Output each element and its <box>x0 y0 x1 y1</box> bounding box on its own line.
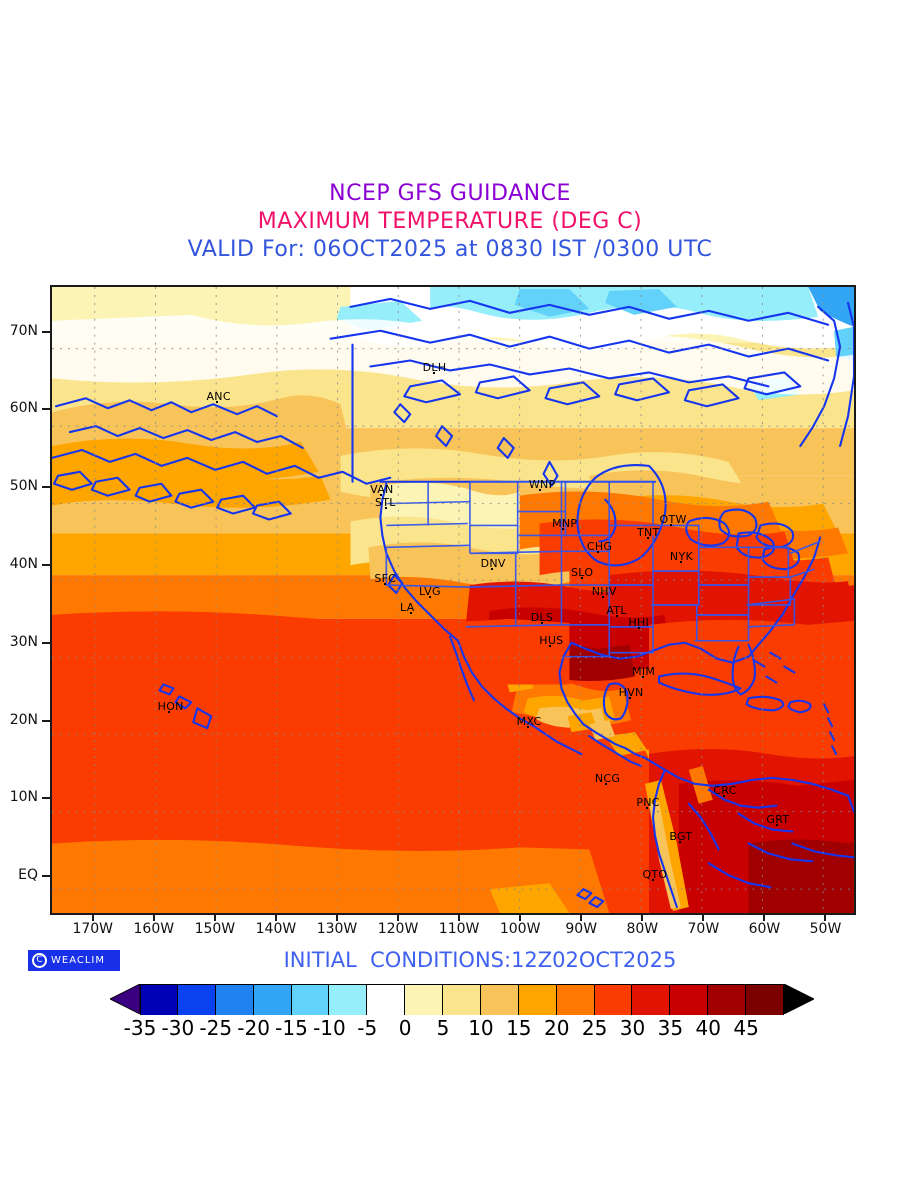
lon-tick-mark <box>213 915 216 921</box>
lon-tick-label: 140W <box>255 921 297 937</box>
colorbar-band <box>670 985 709 1015</box>
colorbar: -35 -30 -25 -20 -15 -10 -5 0 5 10 15 20 25 30 35 40 45 <box>110 984 814 1040</box>
colorbar-tick: -25 <box>199 1016 233 1040</box>
colorbar-under-arrow <box>110 984 140 1014</box>
lon-tick-mark <box>641 915 644 921</box>
colorbar-band <box>746 985 784 1015</box>
lat-tick-mark <box>42 875 50 878</box>
lon-tick-mark <box>824 915 827 921</box>
lon-tick-label: 50W <box>809 921 842 937</box>
colorbar-band <box>594 985 633 1015</box>
colorbar-band <box>329 985 368 1015</box>
lon-tick-mark <box>702 915 705 921</box>
colorbar-band <box>215 985 254 1015</box>
colorbar-tick: -20 <box>237 1016 270 1040</box>
colorbar-band <box>405 985 443 1015</box>
colorbar-tick: 30 <box>619 1016 646 1040</box>
colorbar-band <box>443 985 481 1015</box>
colorbar-tick: -15 <box>275 1016 308 1040</box>
colorbar-tick: 20 <box>543 1016 570 1040</box>
colorbar-tick: -35 <box>123 1016 157 1040</box>
lat-tick-mark <box>42 641 50 644</box>
lon-tick-label: 160W <box>133 921 175 937</box>
map-plot-area: ANC DLH VAN STL WNP MNP CHG TNT OTW NYK DNV SFC LVG L… <box>50 285 856 915</box>
colorbar-band <box>518 985 557 1015</box>
lon-tick-mark <box>763 915 766 921</box>
colorbar-tick: -5 <box>357 1016 378 1040</box>
lon-tick-label: 150W <box>194 921 236 937</box>
lon-tick-label: 170W <box>72 921 114 937</box>
lon-tick-label: 80W <box>626 921 659 937</box>
lat-tick-mark <box>42 564 50 566</box>
colorbar-band <box>291 985 330 1015</box>
lon-tick-mark <box>152 915 155 921</box>
colorbar-tick: 5 <box>436 1016 450 1040</box>
title-valid-time-line: VALID For: 06OCT2025 at 0830 IST /0300 U… <box>187 237 713 263</box>
lat-tick-mark <box>42 719 50 722</box>
colorbar-tick: -10 <box>313 1016 346 1040</box>
lat-tick-mark <box>42 486 50 489</box>
lon-tick-mark <box>580 915 583 921</box>
colorbar-tick: 35 <box>657 1016 684 1040</box>
lat-tick-mark <box>42 330 50 333</box>
chart-title-block: NCEP GFS GUIDANCE MAXIMUM TEMPERATURE (D… <box>0 180 900 264</box>
colorbar-band <box>556 985 595 1015</box>
lon-tick-mark <box>91 915 94 921</box>
temperature-raster <box>52 287 854 913</box>
colorbar-tick: 10 <box>468 1016 494 1040</box>
lon-tick-mark <box>397 915 400 921</box>
title-model-line: NCEP GFS GUIDANCE <box>329 181 571 206</box>
colorbar-band <box>632 985 671 1015</box>
lat-tick-mark <box>42 408 50 411</box>
temperature-field <box>52 287 854 913</box>
copyright-icon: C <box>32 953 47 968</box>
colorbar-tick: -30 <box>161 1016 195 1040</box>
lon-tick-label: 120W <box>377 921 419 937</box>
lon-tick-label: 60W <box>748 921 781 937</box>
colorbar-band <box>708 985 746 1015</box>
colorbar-bands <box>140 984 784 1015</box>
lon-tick-mark <box>335 915 338 921</box>
lat-tick-label: 10N <box>9 789 38 806</box>
colorbar-band <box>367 985 406 1015</box>
colorbar-band <box>140 985 178 1015</box>
lat-tick-label: 60N <box>9 400 38 417</box>
colorbar-tick: 45 <box>733 1016 759 1040</box>
lat-tick-label: EQ <box>18 867 38 884</box>
title-parameter-line: MAXIMUM TEMPERATURE (DEG C) <box>257 209 643 235</box>
lat-tick-label: 20N <box>9 711 38 728</box>
lon-tick-label: 130W <box>316 921 358 937</box>
lon-tick-label: 110W <box>438 921 480 937</box>
lat-tick-label: 50N <box>9 478 38 495</box>
colorbar-tick: 15 <box>506 1016 532 1040</box>
colorbar-tick: 0 <box>398 1016 412 1040</box>
colorbar-band <box>177 985 216 1015</box>
lon-tick-label: 100W <box>499 921 541 937</box>
lat-tick-mark <box>42 797 50 800</box>
colorbar-tick-labels: -35 -30 -25 -20 -15 -10 -5 0 5 10 15 20 25 30 35 40 45 <box>110 1016 814 1042</box>
initial-conditions-label: INITIAL CONDITIONS:12Z02OCT2025 <box>283 948 677 972</box>
colorbar-tick: 40 <box>695 1016 721 1040</box>
colorbar-tick: 25 <box>581 1016 608 1040</box>
lon-tick-mark <box>519 915 522 921</box>
lat-tick-label: 40N <box>9 556 38 572</box>
lon-tick-label: 90W <box>565 921 598 937</box>
weaclim-logo: C WEACLIM <box>28 950 120 971</box>
colorbar-band <box>480 985 519 1015</box>
lat-tick-label: 30N <box>9 633 38 650</box>
colorbar-band <box>253 985 292 1015</box>
logo-label: WEACLIM <box>51 955 106 966</box>
lat-tick-label: 70N <box>9 322 38 339</box>
colorbar-over-arrow <box>784 984 814 1014</box>
lon-tick-mark <box>458 915 461 921</box>
lon-tick-mark <box>274 915 277 921</box>
lon-tick-label: 70W <box>687 921 720 937</box>
